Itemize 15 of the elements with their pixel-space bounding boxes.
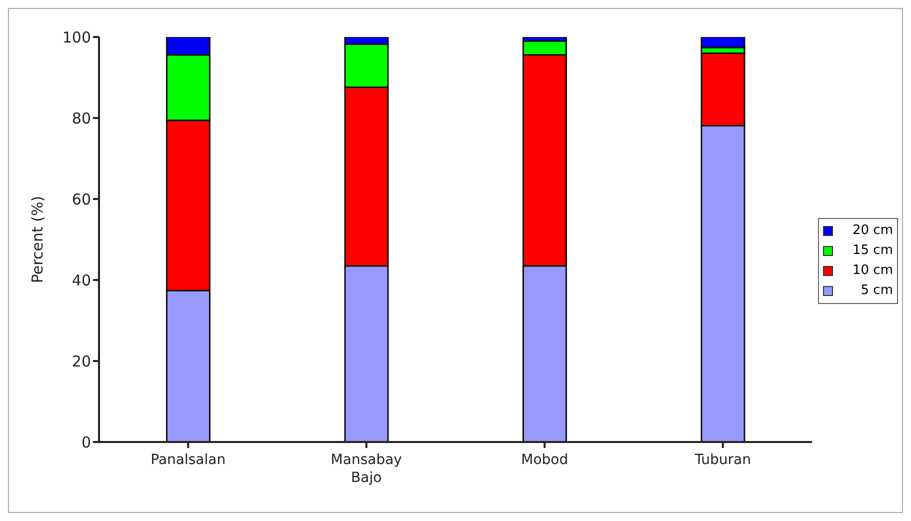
legend-label: 15 cm bbox=[852, 243, 893, 258]
x-tick-label: Mansabay Bajo bbox=[330, 452, 402, 486]
y-tick-label: 0 bbox=[81, 433, 91, 452]
legend-label: 5 cm bbox=[860, 283, 893, 298]
y-tick-label: 20 bbox=[72, 352, 91, 370]
y-tick-label: 100 bbox=[62, 28, 91, 46]
x-tick-label: Mobod bbox=[521, 452, 568, 468]
y-axis-title: Percent (%) bbox=[28, 196, 46, 284]
legend-label: 10 cm bbox=[852, 263, 893, 278]
y-tick-label: 60 bbox=[72, 190, 91, 208]
x-tick-label: Tuburan bbox=[694, 452, 752, 468]
y-tick-label: 40 bbox=[72, 271, 91, 290]
legend-label: 20 cm bbox=[852, 223, 893, 238]
x-tick-label: Panalsalan bbox=[150, 452, 226, 468]
y-tick-label: 80 bbox=[72, 109, 91, 128]
